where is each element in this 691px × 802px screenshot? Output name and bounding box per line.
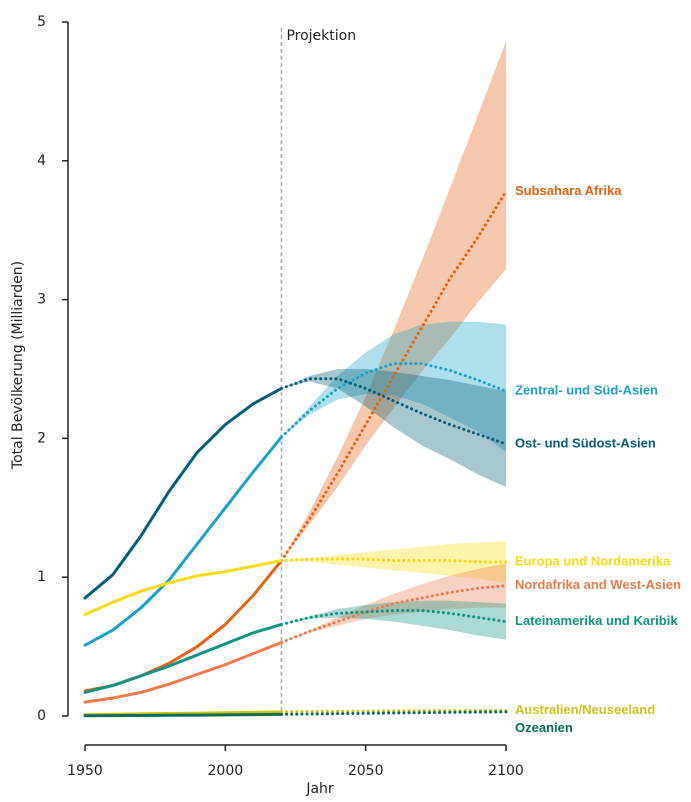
projection-line-dotted bbox=[279, 189, 508, 563]
uncertainty-band bbox=[281, 600, 506, 640]
series-label: Ost- und Südost-Asien bbox=[515, 435, 656, 450]
series-label: Zentral- und Süd-Asien bbox=[515, 383, 658, 398]
series-label: Subsahara Afrika bbox=[515, 183, 622, 198]
projection-line-dotted bbox=[279, 361, 508, 439]
series-label: Ozeanien bbox=[515, 720, 573, 735]
series-label: Australien/Neuseeland bbox=[515, 702, 655, 717]
series-label: Europa und Nordamerika bbox=[515, 553, 671, 568]
projection-line-dotted bbox=[279, 708, 508, 714]
uncertainty-band bbox=[281, 321, 506, 453]
x-tick-label: 2100 bbox=[488, 763, 524, 779]
y-tick-label: 4 bbox=[37, 153, 46, 169]
y-tick-label: 5 bbox=[37, 14, 46, 30]
history-line bbox=[83, 559, 283, 617]
projection-line-dotted bbox=[279, 557, 508, 564]
history-line bbox=[83, 712, 283, 718]
uncertainty-band bbox=[281, 563, 506, 643]
y-tick-label: 3 bbox=[37, 292, 46, 308]
series-label: Lateinamerika und Karibik bbox=[515, 613, 678, 628]
y-tick-label: 2 bbox=[37, 430, 46, 446]
x-tick-label: 2000 bbox=[208, 763, 244, 779]
x-axis-label: Jahr bbox=[305, 781, 334, 797]
history-line bbox=[83, 622, 283, 694]
projection-line-dotted bbox=[279, 609, 508, 626]
x-tick-label: 2050 bbox=[348, 763, 384, 779]
projection-line-dotted bbox=[279, 710, 508, 716]
history-line bbox=[83, 386, 283, 600]
uncertainty-band bbox=[281, 369, 506, 487]
series-label: Nordafrika and West-Asien bbox=[515, 577, 681, 592]
projection-label: Projektion bbox=[286, 28, 356, 44]
uncertainty-band bbox=[281, 41, 506, 561]
history-line bbox=[83, 435, 283, 647]
x-tick-label: 1950 bbox=[67, 763, 103, 779]
y-axis-label: Total Bevölkerung (Milliarden) bbox=[10, 261, 26, 470]
projection-line-dotted bbox=[279, 584, 508, 644]
y-tick-label: 1 bbox=[37, 569, 46, 585]
y-tick-label: 0 bbox=[37, 708, 46, 724]
history-line bbox=[83, 640, 283, 704]
projection-line-dotted bbox=[279, 377, 508, 446]
